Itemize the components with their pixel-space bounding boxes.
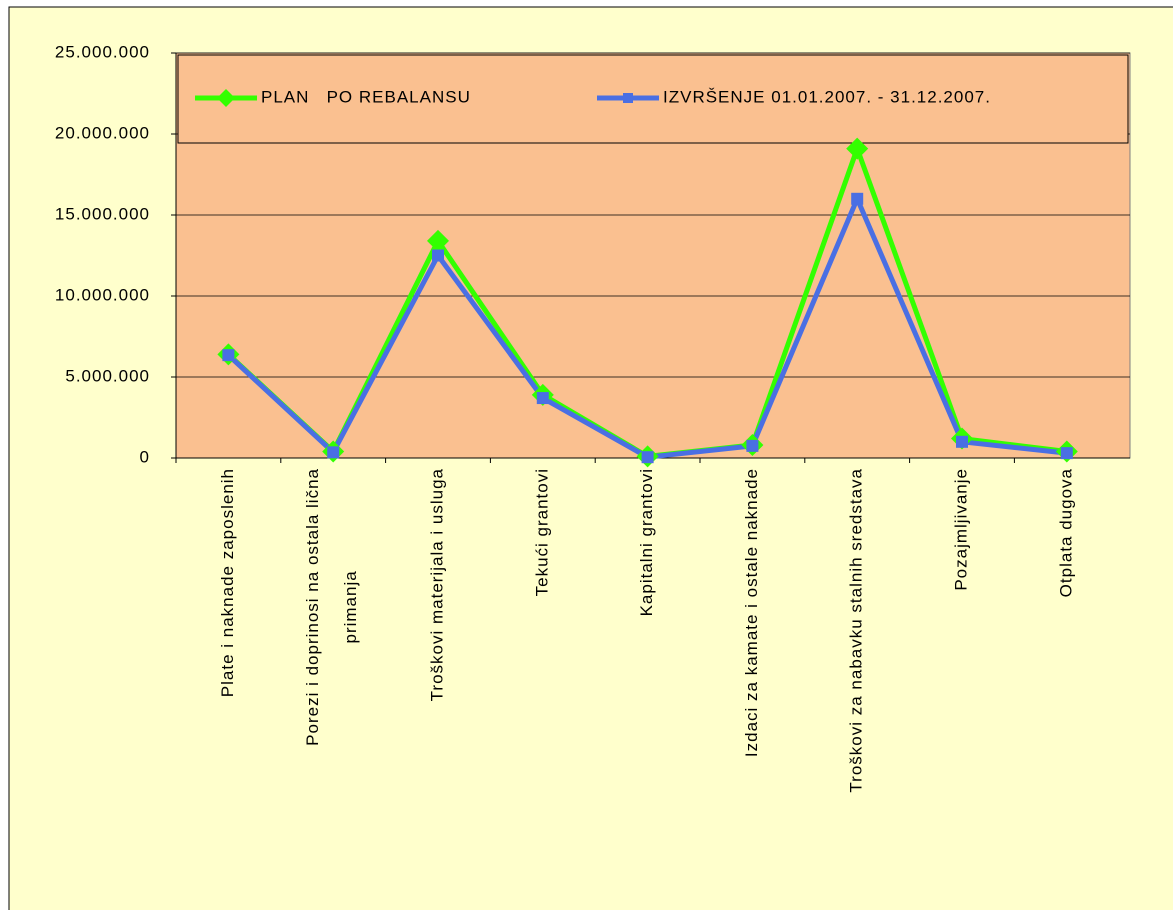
x-tick-label: Izdaci za kamate i ostale naknade xyxy=(742,468,761,757)
marker xyxy=(427,229,449,252)
marker xyxy=(846,137,869,160)
y-tick-label: 15.000.000 xyxy=(55,204,150,223)
y-tick-label: 20.000.000 xyxy=(55,123,150,142)
x-tick-label: Otplata dugova xyxy=(1056,468,1075,597)
x-tick-label: Porezi i doprinosi na ostala lična priman… xyxy=(304,468,361,746)
marker xyxy=(851,192,864,205)
marker xyxy=(641,451,654,464)
marker xyxy=(432,249,444,262)
marker xyxy=(327,446,340,459)
legend-label: IZVRŠENJE 01.01.2007. - 31.12.2007. xyxy=(663,87,991,106)
y-tick-label: 25.000.000 xyxy=(55,42,150,61)
marker xyxy=(1060,447,1073,460)
legend-label: PLAN PO REBALANSU xyxy=(261,87,471,106)
x-tick-label: Plate i naknade zaposlenih xyxy=(218,468,237,697)
marker xyxy=(746,439,759,452)
y-tick-label: 0 xyxy=(140,447,150,466)
x-tick-label: Kapitalni grantovi xyxy=(637,468,656,616)
marker xyxy=(222,349,235,362)
marker xyxy=(536,392,549,405)
y-tick-label: 10.000.000 xyxy=(55,285,150,304)
y-tick-label: 5.000.000 xyxy=(65,366,150,385)
x-tick-label: Troškovi materijala i usluga xyxy=(427,468,446,701)
x-tick-label: Tekući grantovi xyxy=(532,468,551,596)
marker xyxy=(956,435,968,448)
x-tick-label: Pozajmljivanje xyxy=(951,468,970,591)
legend-marker xyxy=(217,89,235,107)
x-tick-label: Troškovi za nabavku stalnih sredstava xyxy=(847,468,866,793)
legend-marker xyxy=(623,93,633,103)
